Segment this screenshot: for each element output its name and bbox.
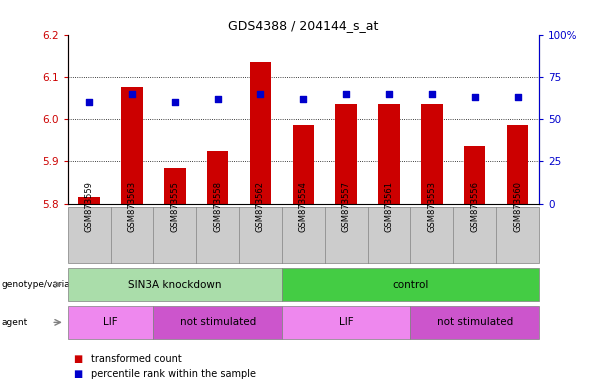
Bar <box>121 87 143 204</box>
Bar <box>421 104 442 204</box>
Point <box>342 91 351 97</box>
Point <box>170 99 180 105</box>
Text: GSM873557: GSM873557 <box>342 181 350 232</box>
Text: GSM873560: GSM873560 <box>513 181 522 232</box>
Text: ■: ■ <box>74 369 83 379</box>
Text: control: control <box>392 280 429 290</box>
Text: agent: agent <box>2 318 28 327</box>
Point <box>84 99 94 105</box>
Text: GSM873563: GSM873563 <box>127 181 137 232</box>
Point <box>513 94 522 100</box>
Bar <box>250 62 271 204</box>
Text: SIN3A knockdown: SIN3A knockdown <box>128 280 221 290</box>
Bar <box>464 147 485 204</box>
Text: LIF: LIF <box>339 317 353 328</box>
Point <box>470 94 479 100</box>
Text: ■: ■ <box>74 354 83 364</box>
Text: genotype/variation: genotype/variation <box>2 280 88 289</box>
Text: GSM873554: GSM873554 <box>299 182 308 232</box>
Text: GSM873562: GSM873562 <box>256 181 265 232</box>
Text: not stimulated: not stimulated <box>180 317 256 328</box>
Text: LIF: LIF <box>103 317 118 328</box>
Point <box>299 96 308 102</box>
Point <box>213 96 223 102</box>
Text: GSM873553: GSM873553 <box>428 181 436 232</box>
Text: GSM873561: GSM873561 <box>385 181 393 232</box>
Point <box>127 91 137 97</box>
Title: GDS4388 / 204144_s_at: GDS4388 / 204144_s_at <box>228 19 379 32</box>
Point <box>427 91 436 97</box>
Bar <box>336 104 357 204</box>
Bar <box>164 168 186 204</box>
Point <box>256 91 265 97</box>
Bar <box>293 125 314 204</box>
Text: GSM873555: GSM873555 <box>170 182 179 232</box>
Text: transformed count: transformed count <box>91 354 182 364</box>
Bar <box>78 197 100 204</box>
Bar <box>507 125 528 204</box>
Text: percentile rank within the sample: percentile rank within the sample <box>91 369 256 379</box>
Text: not stimulated: not stimulated <box>436 317 513 328</box>
Text: GSM873559: GSM873559 <box>85 182 94 232</box>
Bar <box>207 151 229 204</box>
Text: GSM873556: GSM873556 <box>470 181 479 232</box>
Point <box>384 91 393 97</box>
Bar <box>378 104 400 204</box>
Text: GSM873558: GSM873558 <box>213 181 222 232</box>
